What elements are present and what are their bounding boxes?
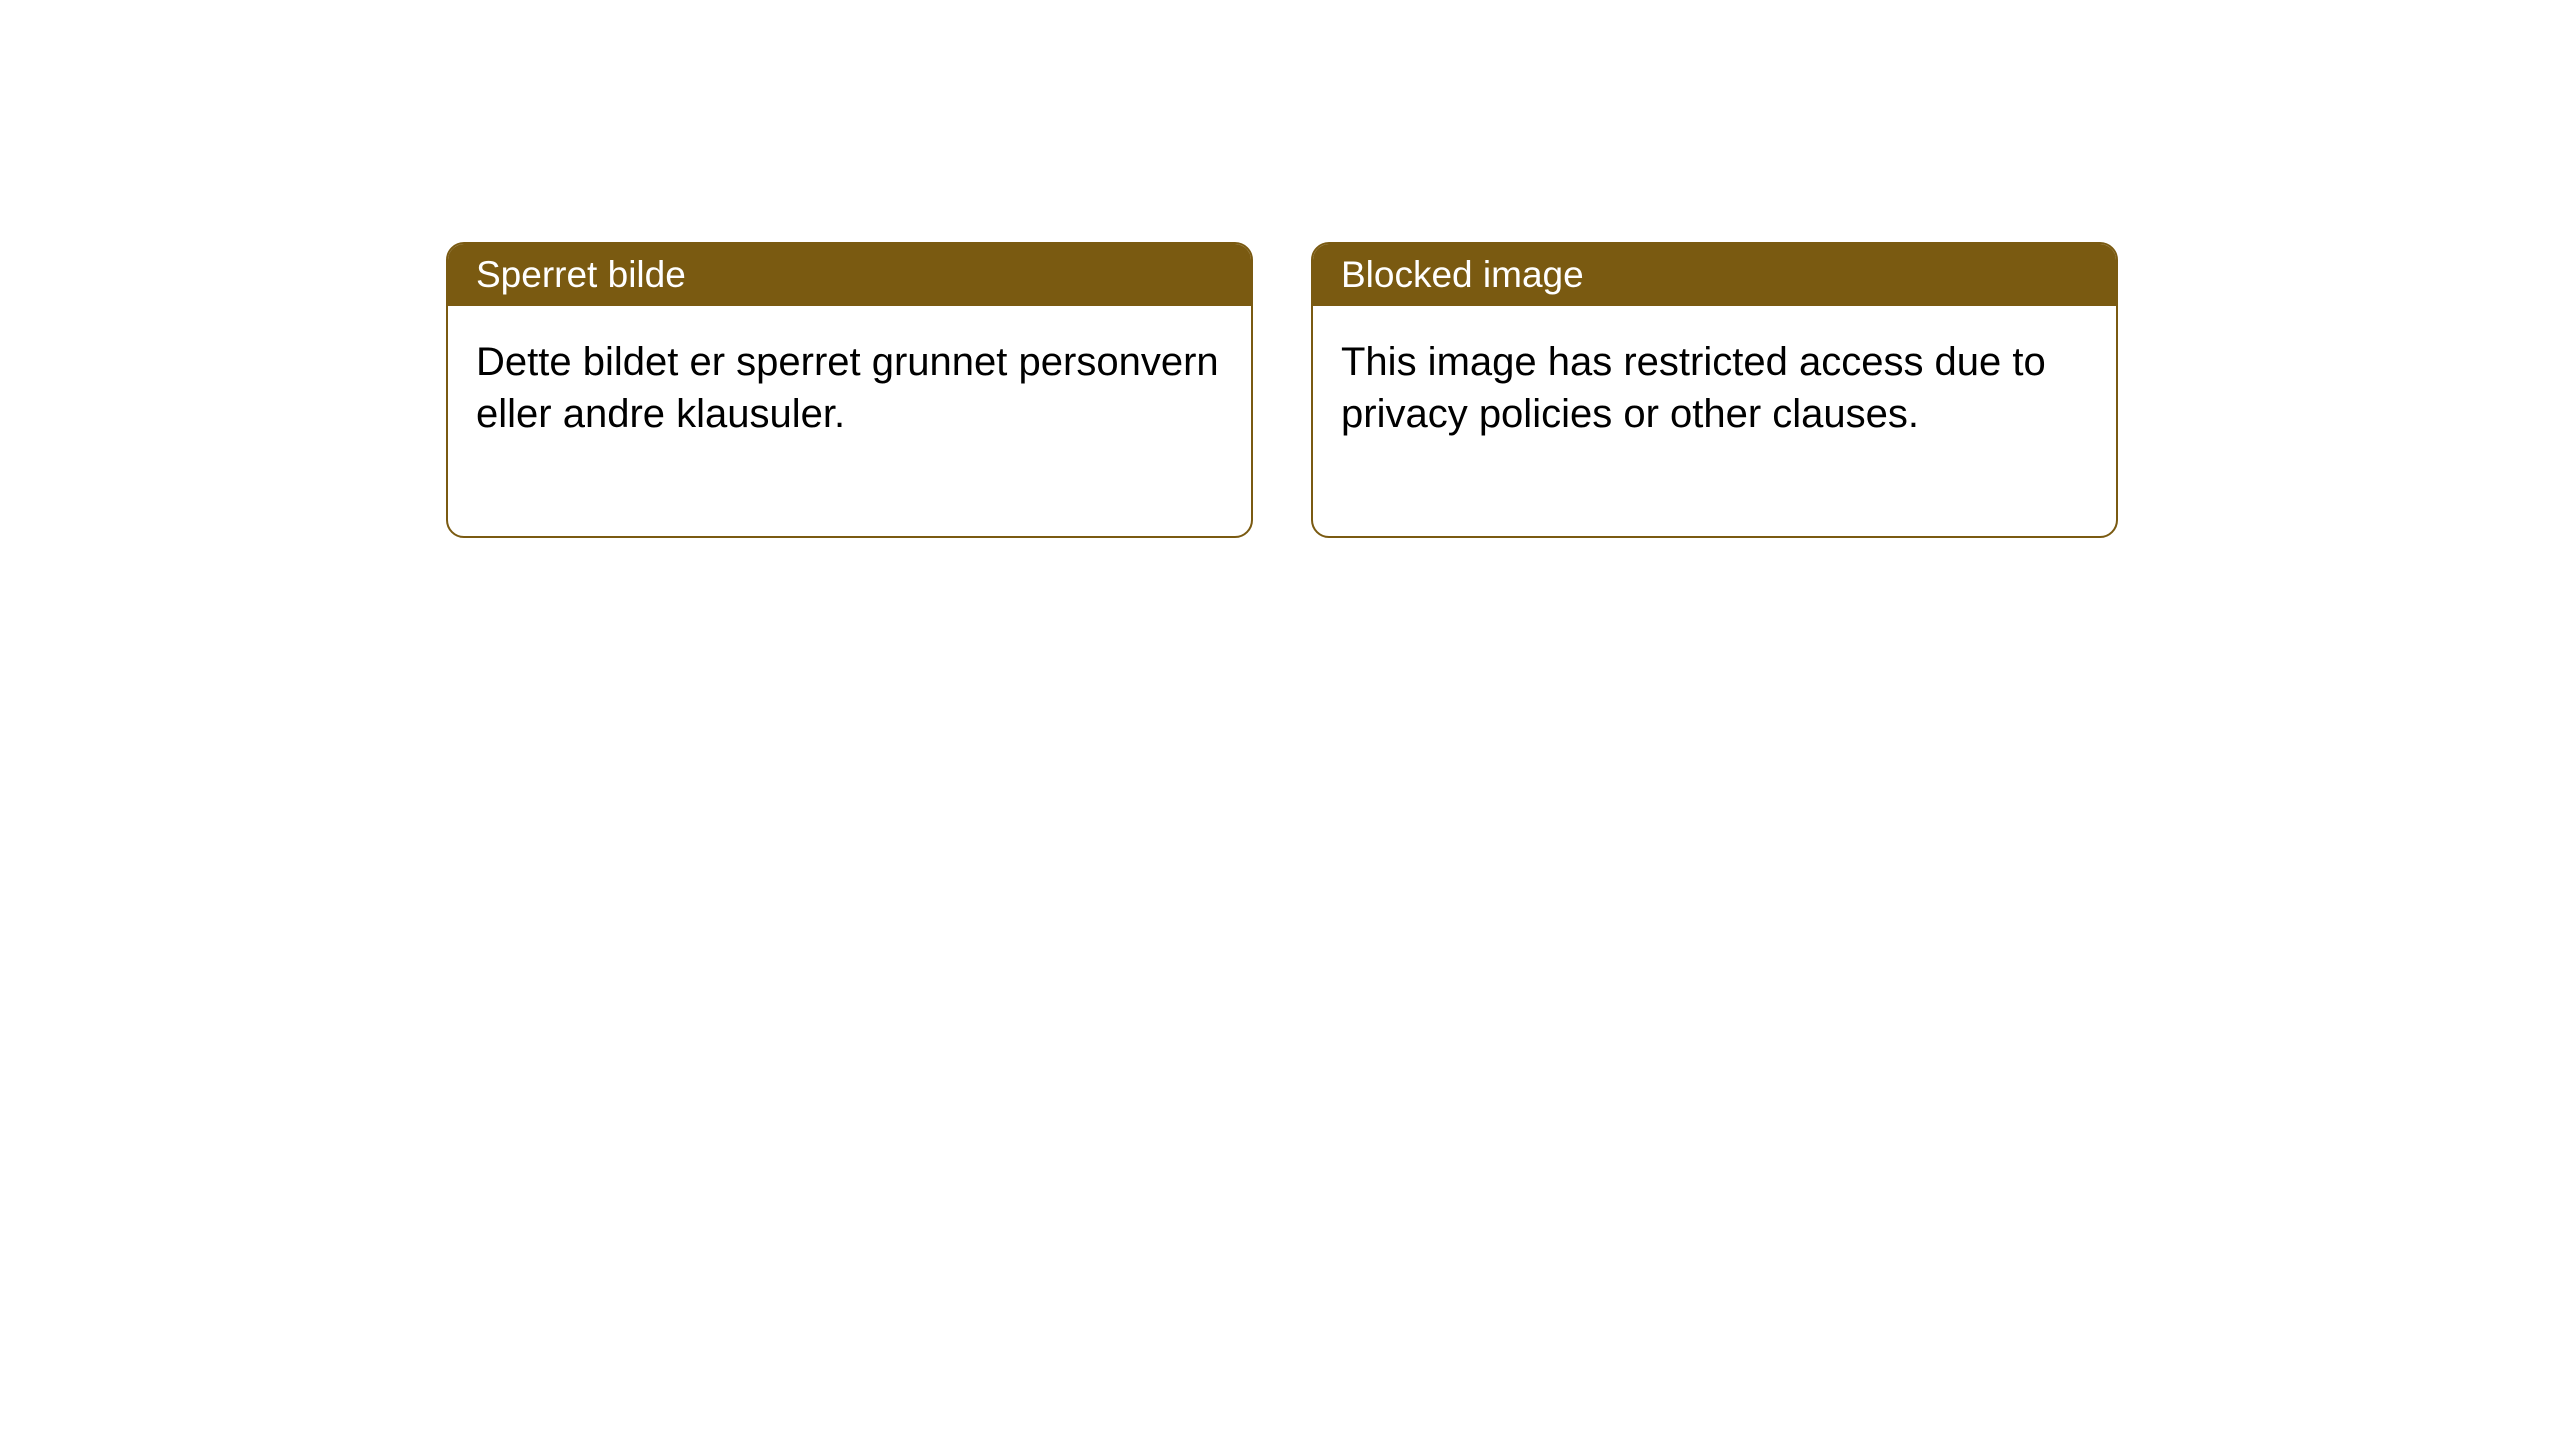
notice-header: Sperret bilde [448, 244, 1251, 306]
notice-container: Sperret bilde Dette bildet er sperret gr… [0, 0, 2560, 538]
notice-box-english: Blocked image This image has restricted … [1311, 242, 2118, 538]
notice-box-norwegian: Sperret bilde Dette bildet er sperret gr… [446, 242, 1253, 538]
notice-header: Blocked image [1313, 244, 2116, 306]
notice-body: Dette bildet er sperret grunnet personve… [448, 306, 1251, 536]
notice-body: This image has restricted access due to … [1313, 306, 2116, 536]
